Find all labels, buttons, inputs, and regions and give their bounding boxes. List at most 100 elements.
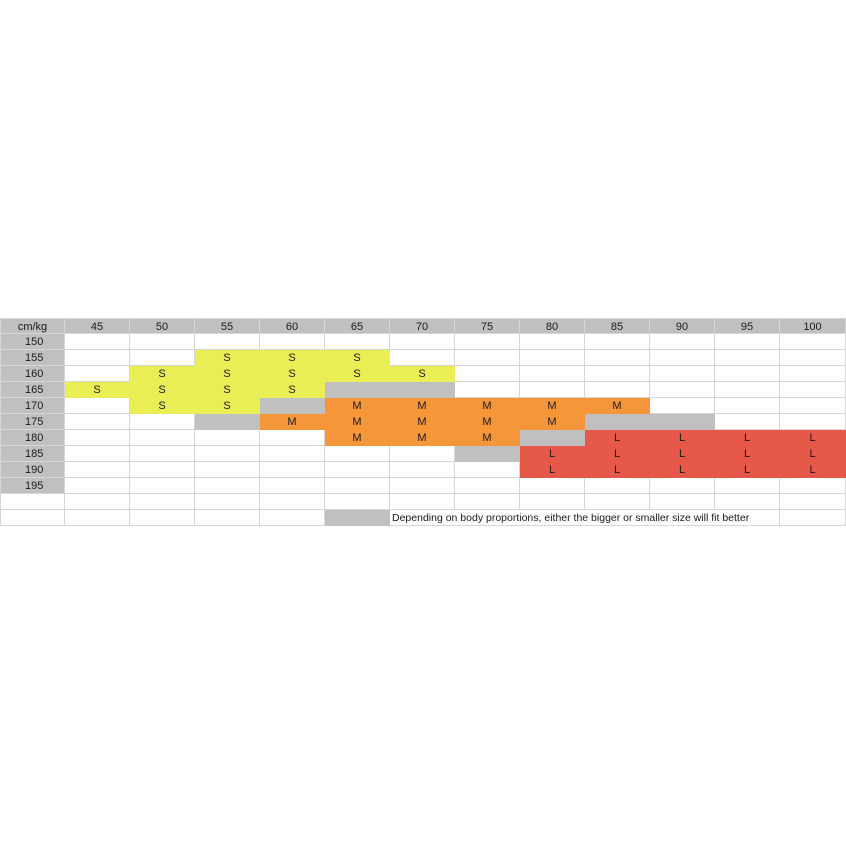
size-cell xyxy=(65,462,130,478)
size-cell xyxy=(65,414,130,430)
height-header: 175 xyxy=(0,414,65,430)
size-cell xyxy=(195,414,260,430)
weight-header: 100 xyxy=(780,318,846,334)
size-cell: M xyxy=(455,414,520,430)
size-cell: L xyxy=(780,462,846,478)
size-cell: L xyxy=(585,446,650,462)
weight-header: 55 xyxy=(195,318,260,334)
size-cell xyxy=(455,382,520,398)
size-cell xyxy=(65,366,130,382)
size-cell xyxy=(130,478,195,494)
size-cell xyxy=(130,334,195,350)
size-cell xyxy=(260,334,325,350)
size-cell: M xyxy=(325,414,390,430)
size-cell xyxy=(390,446,455,462)
size-cell xyxy=(585,382,650,398)
size-cell xyxy=(325,462,390,478)
size-cell: M xyxy=(585,398,650,414)
size-cell xyxy=(715,414,780,430)
size-cell: M xyxy=(520,414,585,430)
height-header: 150 xyxy=(0,334,65,350)
size-cell xyxy=(325,334,390,350)
weight-header: 70 xyxy=(390,318,455,334)
table-row: 180 M M M L L L L xyxy=(0,430,846,446)
table-row: 195 xyxy=(0,478,846,494)
size-cell: S xyxy=(260,382,325,398)
size-cell: L xyxy=(715,446,780,462)
size-cell xyxy=(650,350,715,366)
size-cell: M xyxy=(455,430,520,446)
size-cell xyxy=(585,350,650,366)
size-cell xyxy=(325,382,390,398)
height-header: 160 xyxy=(0,366,65,382)
size-cell xyxy=(260,398,325,414)
size-cell xyxy=(650,382,715,398)
height-header: 190 xyxy=(0,462,65,478)
size-cell: M xyxy=(390,414,455,430)
size-cell xyxy=(130,462,195,478)
height-header: 165 xyxy=(0,382,65,398)
size-cell xyxy=(260,446,325,462)
size-cell: S xyxy=(130,398,195,414)
size-cell xyxy=(650,366,715,382)
size-cell xyxy=(130,414,195,430)
size-cell xyxy=(715,334,780,350)
size-cell xyxy=(520,334,585,350)
size-cell xyxy=(195,430,260,446)
size-cell: L xyxy=(585,462,650,478)
blank-cell xyxy=(130,494,195,510)
size-cell xyxy=(390,334,455,350)
blank-row xyxy=(0,494,846,510)
size-cell: M xyxy=(520,398,585,414)
size-cell: S xyxy=(195,350,260,366)
size-cell xyxy=(650,398,715,414)
weight-header: 75 xyxy=(455,318,520,334)
size-cell: L xyxy=(715,430,780,446)
size-cell: M xyxy=(390,430,455,446)
blank-cell xyxy=(585,494,650,510)
size-cell: M xyxy=(390,398,455,414)
size-cell xyxy=(585,478,650,494)
height-header: 195 xyxy=(0,478,65,494)
blank-cell xyxy=(780,494,846,510)
height-header: 155 xyxy=(0,350,65,366)
size-cell xyxy=(520,350,585,366)
blank-cell xyxy=(260,494,325,510)
size-cell xyxy=(455,366,520,382)
blank-cell xyxy=(325,494,390,510)
height-header: 170 xyxy=(0,398,65,414)
size-cell xyxy=(780,350,846,366)
size-cell xyxy=(325,446,390,462)
size-cell: S xyxy=(195,382,260,398)
size-cell: S xyxy=(195,398,260,414)
size-cell xyxy=(520,478,585,494)
size-cell: S xyxy=(195,366,260,382)
legend-swatch xyxy=(325,510,390,526)
weight-header: 60 xyxy=(260,318,325,334)
size-cell: L xyxy=(650,446,715,462)
blank-cell xyxy=(780,510,846,526)
size-cell xyxy=(195,334,260,350)
size-cell xyxy=(260,478,325,494)
size-cell xyxy=(325,478,390,494)
size-cell: L xyxy=(585,430,650,446)
size-chart-table: cm/kg 45 50 55 60 65 70 75 80 85 90 95 1… xyxy=(0,318,846,526)
size-cell xyxy=(715,382,780,398)
corner-label: cm/kg xyxy=(0,318,65,334)
blank-cell xyxy=(195,494,260,510)
size-cell xyxy=(585,414,650,430)
weight-header: 50 xyxy=(130,318,195,334)
table-row: 185 L L L L L xyxy=(0,446,846,462)
size-cell: S xyxy=(65,382,130,398)
weight-header: 45 xyxy=(65,318,130,334)
size-cell xyxy=(715,366,780,382)
size-cell xyxy=(390,382,455,398)
size-cell xyxy=(650,414,715,430)
size-cell xyxy=(520,430,585,446)
size-cell xyxy=(520,382,585,398)
height-header: 185 xyxy=(0,446,65,462)
weight-header: 85 xyxy=(585,318,650,334)
blank-cell xyxy=(0,494,65,510)
height-header: 180 xyxy=(0,430,65,446)
size-cell xyxy=(260,462,325,478)
